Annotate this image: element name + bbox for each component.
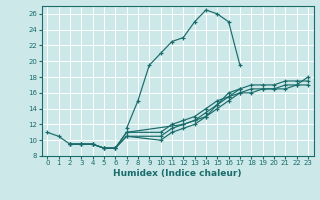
X-axis label: Humidex (Indice chaleur): Humidex (Indice chaleur) [113, 169, 242, 178]
